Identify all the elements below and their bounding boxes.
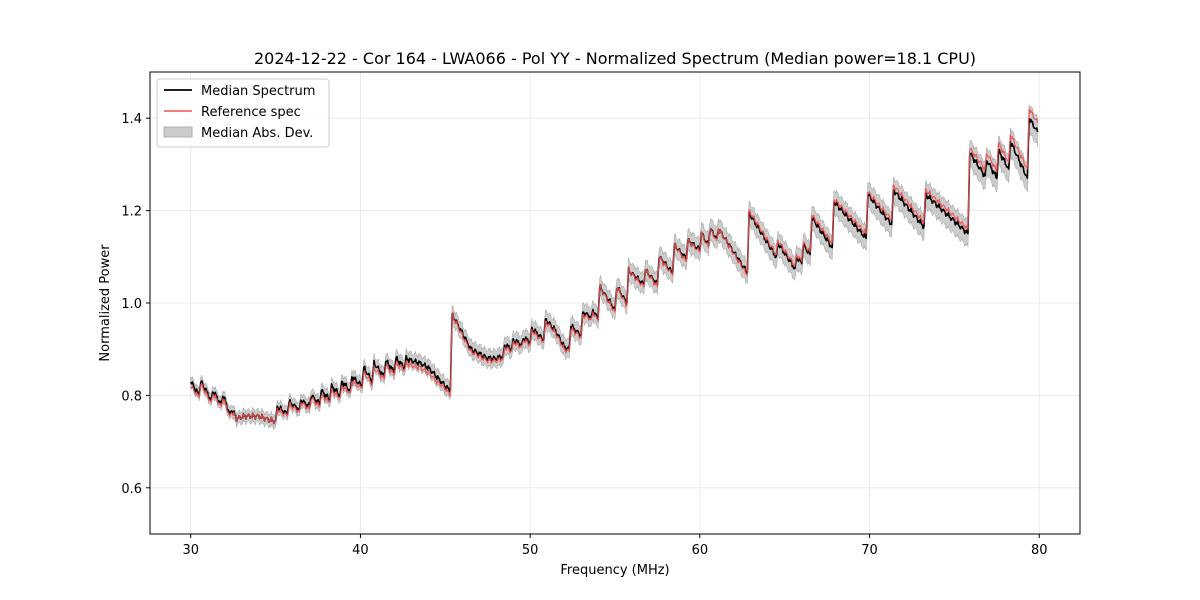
y-axis-label: Normalized Power: [98, 244, 113, 362]
x-tick-label: 70: [861, 543, 878, 558]
y-tick-label: 1.4: [121, 112, 142, 127]
plot-series: [190, 104, 1039, 431]
legend-swatch-mad: [163, 126, 193, 138]
x-tick-label: 60: [692, 543, 709, 558]
x-axis-label: Frequency (MHz): [560, 563, 669, 578]
x-tick-label: 40: [352, 543, 369, 558]
legend-label-median: Median Spectrum: [201, 84, 315, 99]
legend-box: [156, 78, 330, 148]
legend: Median Spectrum Reference spec Median Ab…: [156, 78, 330, 148]
x-tick-label: 80: [1031, 543, 1048, 558]
median-spectrum-line: [190, 117, 1039, 425]
legend-label-mad: Median Abs. Dev.: [201, 126, 313, 141]
mad-band: [190, 104, 1038, 431]
x-tick-label: 50: [522, 543, 539, 558]
data-area: [190, 104, 1039, 431]
reference-spec-line: [190, 108, 1039, 425]
legend-label-reference: Reference spec: [201, 105, 301, 120]
y-tick-label: 1.2: [121, 205, 142, 220]
ticks: 30 40 50 60 70 80 0.6 0.8 1.0 1.2 1.4: [121, 112, 1047, 558]
x-tick-label: 30: [182, 543, 199, 558]
y-tick-label: 0.6: [121, 482, 142, 497]
chart-title: 2024-12-22 - Cor 164 - LWA066 - Pol YY -…: [254, 49, 976, 68]
y-tick-label: 1.0: [121, 297, 142, 312]
y-tick-label: 0.8: [121, 389, 142, 404]
